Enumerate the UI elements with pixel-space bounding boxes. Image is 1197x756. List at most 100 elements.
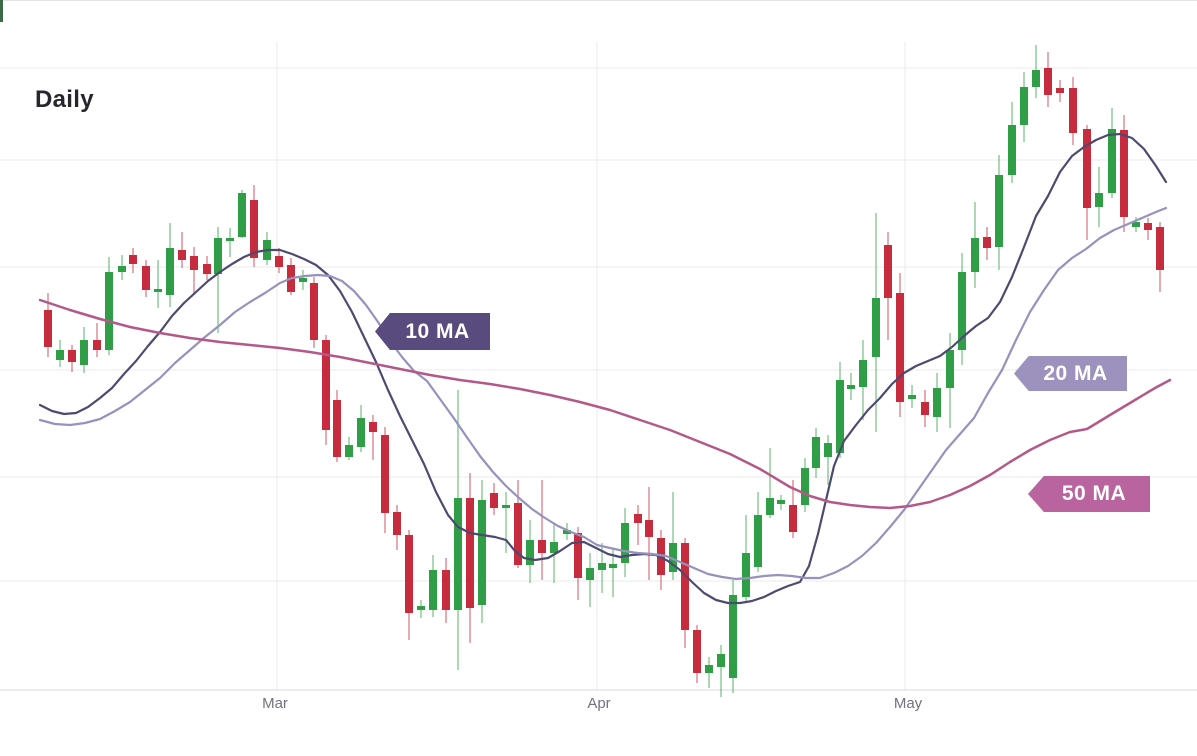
candle-body xyxy=(80,340,88,365)
candle-body xyxy=(896,293,904,402)
candle-body xyxy=(681,543,689,630)
candle-body xyxy=(118,266,126,272)
candle-body xyxy=(478,500,486,605)
top-border-line xyxy=(0,0,1197,1)
candle-body xyxy=(742,553,750,597)
candle-body xyxy=(859,360,867,387)
candle-body xyxy=(789,505,797,532)
candle-body xyxy=(322,340,330,430)
candle-body xyxy=(908,395,916,399)
candle-body xyxy=(238,193,246,237)
candle-body xyxy=(333,400,341,457)
candle-body xyxy=(142,266,150,290)
candle-body xyxy=(178,250,186,260)
candle-body xyxy=(1132,222,1140,227)
candle-body xyxy=(357,418,365,447)
candle-body xyxy=(466,498,474,608)
ma10-line xyxy=(38,132,1168,605)
candle-body xyxy=(514,503,522,565)
candle-body xyxy=(393,512,401,535)
candle-body xyxy=(1020,87,1028,125)
candle-body xyxy=(717,654,725,667)
x-axis-label-apr: Apr xyxy=(587,695,611,712)
candle-body xyxy=(214,238,222,274)
candle-body xyxy=(1056,88,1064,93)
candle-body xyxy=(645,520,653,537)
candle-body xyxy=(598,563,606,570)
candle-body xyxy=(983,237,991,248)
ma50-badge: 50 MA xyxy=(1028,476,1150,512)
candle-body xyxy=(345,445,353,457)
ma50-line xyxy=(38,298,1172,510)
candle-body xyxy=(621,523,629,563)
candle-body xyxy=(693,630,701,673)
ma10-badge: 10 MA xyxy=(375,313,490,350)
candle-body xyxy=(1120,130,1128,217)
candle-body xyxy=(669,543,677,572)
candle-body xyxy=(56,350,64,360)
candle-body xyxy=(766,498,774,515)
candle-body xyxy=(405,535,413,613)
candle-body xyxy=(68,350,76,362)
candle-body xyxy=(777,500,785,504)
candle-body xyxy=(129,255,137,264)
candle-body xyxy=(417,606,425,610)
candle-body xyxy=(1083,129,1091,208)
candle-body xyxy=(369,422,377,432)
candle-body xyxy=(226,238,234,241)
candle-body xyxy=(429,570,437,610)
timeframe-title: Daily xyxy=(35,86,94,113)
candle-body xyxy=(563,530,571,534)
candle-body xyxy=(1032,70,1040,87)
candle-body xyxy=(154,289,162,292)
candle-body xyxy=(609,564,617,568)
candle-body xyxy=(1095,193,1103,207)
candle-body xyxy=(801,468,809,505)
grid-layer xyxy=(0,42,1197,691)
candle-body xyxy=(574,533,582,578)
candle-body xyxy=(933,388,941,417)
ma20-line xyxy=(38,206,1168,581)
candle-body xyxy=(538,540,546,553)
candle-body xyxy=(634,514,642,523)
candle-body xyxy=(729,595,737,678)
candle-body xyxy=(502,505,510,508)
candle-body xyxy=(958,272,966,350)
candle-body xyxy=(872,298,880,357)
candle-body xyxy=(1144,223,1152,230)
candle-body xyxy=(705,665,713,673)
candle-body xyxy=(310,283,318,340)
candle-body xyxy=(299,278,307,282)
x-axis-label-may: May xyxy=(893,695,923,712)
candle-body xyxy=(586,568,594,580)
candle-body xyxy=(442,570,450,610)
candle-body xyxy=(190,256,198,270)
candle-body xyxy=(754,515,762,567)
candle-body xyxy=(203,264,211,274)
candle-body xyxy=(824,443,832,457)
candle-body xyxy=(93,340,101,350)
x-axis-label-mar: Mar xyxy=(262,695,288,712)
candle-body xyxy=(971,238,979,272)
candle-body xyxy=(946,350,954,388)
candle-body xyxy=(847,385,855,389)
candle-body xyxy=(166,248,174,295)
candle-body xyxy=(812,437,820,468)
candle-body xyxy=(550,542,558,553)
candle-body xyxy=(1069,88,1077,133)
candle-body xyxy=(995,175,1003,247)
candle-body xyxy=(105,272,113,350)
candle-body xyxy=(44,310,52,347)
candle-body xyxy=(1108,129,1116,193)
candle-body xyxy=(454,498,462,610)
candle-body xyxy=(1008,125,1016,175)
candle-body xyxy=(250,200,258,258)
candle-body xyxy=(490,493,498,508)
candle-body xyxy=(275,256,283,267)
candle-body xyxy=(1044,68,1052,95)
candle-body xyxy=(526,540,534,565)
candle-body xyxy=(884,245,892,298)
left-edge-artifact xyxy=(0,0,3,22)
